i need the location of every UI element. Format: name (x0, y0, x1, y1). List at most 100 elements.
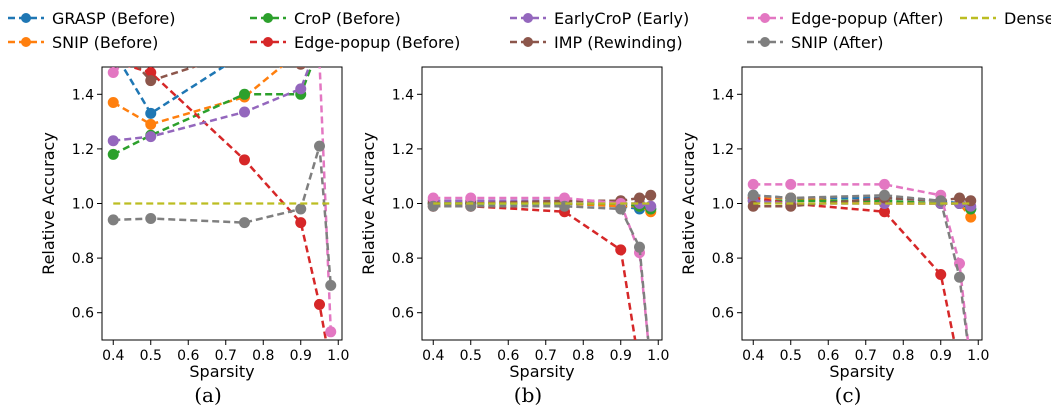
x-tick-label: 0.9 (930, 348, 952, 364)
legend-label: SNIP (Before) (52, 33, 158, 52)
series-edge-popup-after (107, 67, 337, 338)
y-tick-label: 1.4 (712, 87, 734, 103)
panel-caption: (b) (514, 383, 542, 407)
data-point (879, 206, 890, 218)
x-tick-label: 0.6 (497, 348, 519, 364)
legend-item-imp-rewinding: IMP (Rewinding) (510, 33, 683, 52)
y-axis-label: Relative Accuracy (39, 132, 58, 275)
data-point (954, 192, 965, 204)
legend-marker (21, 37, 31, 47)
legend: GRASP (Before) SNIP (Before) CroP (Before)… (8, 9, 1051, 52)
series-line (433, 204, 650, 340)
data-point (107, 135, 119, 147)
series-earlycrop-early (107, 67, 311, 147)
legend-marker (263, 13, 273, 23)
series-line (113, 67, 311, 142)
legend-item-dense: Dense (960, 9, 1051, 28)
data-point (615, 203, 627, 215)
plot-area (107, 48, 337, 340)
y-tick-label: 0.8 (712, 251, 734, 267)
data-point (239, 106, 250, 118)
data-point (314, 299, 325, 311)
y-tick-label: 1.2 (392, 142, 414, 158)
data-point (145, 107, 157, 119)
series-crop-before (107, 67, 313, 160)
panels: 0.4 0.5 0.6 0.7 0.8 0.9 1.0 0.6 0.8 1.0 1.2 1.4 Spar… (39, 48, 989, 407)
x-tick-label: 0.9 (290, 348, 312, 364)
legend-marker (523, 37, 533, 47)
x-tick-label: 0.5 (140, 348, 162, 364)
series-line (318, 67, 333, 332)
series-line (112, 67, 313, 156)
y-tick-label: 0.6 (392, 306, 414, 322)
x-tick-label: 1.0 (967, 348, 989, 364)
legend-marker (523, 13, 533, 23)
y-tick-label: 1.2 (712, 142, 734, 158)
plot-area (427, 189, 657, 373)
data-point (634, 192, 645, 204)
data-point (145, 118, 157, 130)
x-tick-label: 0.9 (610, 348, 632, 364)
series-snip-after (427, 200, 650, 340)
legend-item-crop-before: CroP (Before) (250, 9, 401, 28)
data-point (239, 154, 250, 166)
x-tick-label: 0.6 (817, 348, 839, 364)
series-line (433, 199, 652, 208)
data-point (747, 178, 759, 190)
legend-marker (760, 37, 770, 47)
x-tick-label: 0.7 (215, 348, 237, 364)
x-tick-label: 0.6 (177, 348, 199, 364)
series-edge-popup-after (427, 192, 650, 340)
x-tick-label: 0.7 (855, 348, 877, 364)
series-edge-popup-before (112, 67, 328, 340)
series-line (753, 196, 972, 208)
x-tick-label: 0.8 (892, 348, 914, 364)
series-grasp-before (121, 48, 250, 119)
series-line (113, 145, 333, 286)
x-axis-label: Sparsity (829, 362, 894, 381)
x-tick-label: 0.4 (102, 348, 124, 364)
data-point (295, 217, 307, 229)
data-point (879, 189, 890, 201)
series-imp-rewinding (136, 67, 306, 87)
data-point (935, 195, 947, 207)
data-point (112, 67, 114, 68)
data-point (239, 48, 250, 59)
y-axis-label: Relative Accuracy (679, 132, 698, 275)
y-axis-label: Relative Accuracy (359, 132, 378, 275)
legend-item-edge-popup-before: Edge-popup (Before) (250, 33, 460, 52)
series-snip-after (107, 140, 337, 291)
series-line (127, 67, 328, 340)
data-point (645, 200, 657, 212)
y-tick-label: 0.6 (72, 306, 94, 322)
legend-item-earlycrop-early: EarlyCroP (Early) (510, 9, 689, 28)
y-tick-label: 1.0 (72, 197, 94, 213)
data-point (645, 189, 657, 201)
data-point (954, 271, 965, 283)
series-line (433, 196, 650, 340)
legend-item-edge-popup-after: Edge-popup (After) (747, 9, 943, 28)
x-axis-label: Sparsity (509, 362, 574, 381)
y-tick-label: 0.8 (392, 251, 414, 267)
data-point (145, 131, 157, 143)
legend-marker (21, 13, 31, 23)
data-point (325, 326, 337, 338)
series-snip-before (107, 67, 283, 130)
data-point (965, 195, 977, 207)
data-point (427, 192, 439, 204)
series-line (121, 67, 226, 116)
series-edge-popup-before (747, 192, 956, 340)
y-tick-label: 1.0 (712, 197, 734, 213)
legend-marker (760, 13, 770, 23)
data-point (314, 140, 325, 152)
data-point (785, 192, 797, 204)
legend-label: IMP (Rewinding) (554, 33, 683, 52)
series-edge-popup-before (427, 200, 645, 373)
data-point (239, 217, 250, 229)
data-point (559, 192, 570, 204)
y-tick-label: 0.6 (712, 306, 734, 322)
data-point (634, 362, 645, 373)
panel-caption: (a) (194, 383, 222, 407)
legend-item-snip-before: SNIP (Before) (8, 33, 158, 52)
